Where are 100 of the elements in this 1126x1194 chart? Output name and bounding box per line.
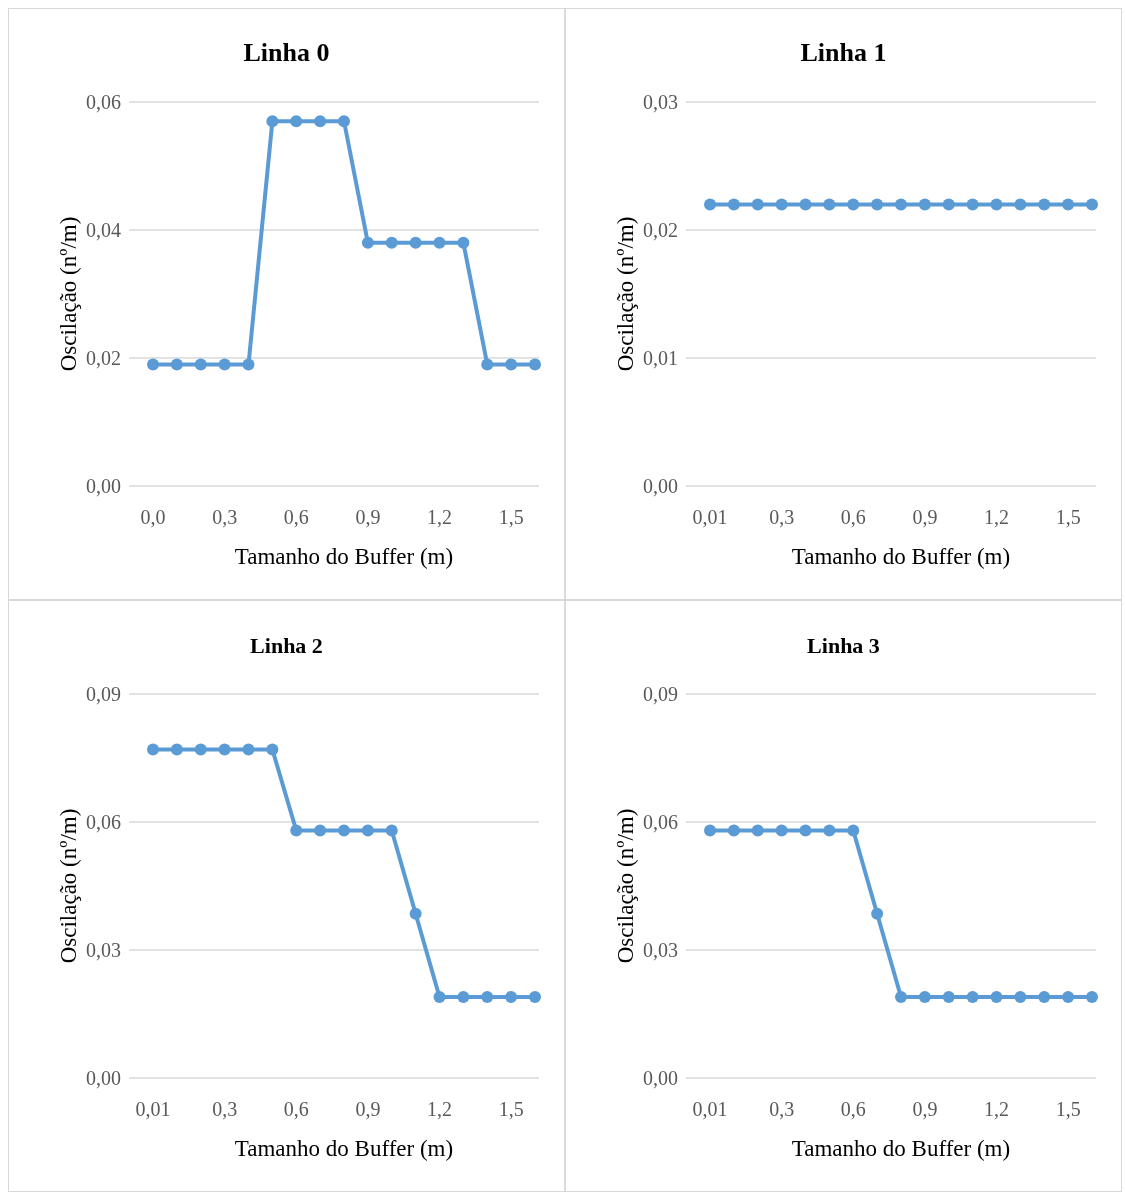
point — [290, 115, 303, 128]
point — [433, 236, 446, 249]
point — [218, 743, 231, 756]
chart-title: Linha 0 — [243, 38, 330, 67]
point — [385, 236, 398, 249]
x-tick-label: 1,5 — [1055, 1098, 1081, 1120]
x-tick-label: 0,9 — [355, 506, 381, 528]
y-tick-label: 0,00 — [86, 1067, 121, 1089]
y-axis-title: Oscilação (nº/m) — [613, 216, 638, 372]
point — [1062, 990, 1075, 1003]
x-axis-title: Tamanho do Buffer (m) — [791, 544, 1011, 569]
point — [170, 743, 183, 756]
point — [266, 115, 279, 128]
point — [170, 358, 183, 371]
point — [751, 824, 764, 837]
point — [338, 115, 350, 128]
x-tick-label: 0,01 — [692, 506, 728, 528]
x-tick-label: 1,2 — [427, 1098, 452, 1120]
x-tick-label: 1,5 — [1055, 506, 1081, 528]
x-tick-label: 0,9 — [912, 506, 938, 528]
x-tick-label: 1,2 — [984, 506, 1009, 528]
point — [409, 907, 422, 920]
point — [704, 824, 716, 837]
x-tick-label: 0,3 — [212, 506, 238, 528]
y-axis-title: Oscilação (nº/m) — [56, 216, 81, 372]
point — [823, 824, 836, 837]
y-tick-label: 0,09 — [86, 683, 121, 705]
point — [361, 236, 374, 249]
chart-title: Linha 1 — [800, 38, 887, 67]
point — [1038, 990, 1051, 1003]
x-tick-label: 0,9 — [912, 1098, 938, 1120]
x-tick-label: 0,6 — [283, 1098, 309, 1120]
x-axis-title: Tamanho do Buffer (m) — [234, 1136, 454, 1161]
x-axis-title: Tamanho do Buffer (m) — [234, 544, 454, 569]
y-tick-label: 0,01 — [643, 347, 678, 369]
point — [314, 115, 327, 128]
point — [433, 990, 446, 1003]
y-tick-label: 0,02 — [86, 347, 121, 369]
point — [147, 358, 159, 371]
x-tick-label: 0,3 — [769, 1098, 795, 1120]
point — [147, 743, 159, 756]
point — [990, 990, 1003, 1003]
point — [871, 907, 884, 920]
point — [1014, 990, 1027, 1003]
x-tick-label: 0,6 — [840, 1098, 866, 1120]
chart-title: Linha 3 — [807, 633, 880, 658]
x-tick-label: 0,01 — [692, 1098, 728, 1120]
point — [314, 824, 327, 837]
y-tick-label: 0,00 — [86, 475, 121, 497]
y-tick-label: 0,06 — [643, 811, 678, 833]
point — [966, 990, 979, 1003]
chart-title: Linha 2 — [250, 633, 323, 658]
point — [1086, 990, 1098, 1003]
y-tick-label: 0,06 — [86, 811, 121, 833]
point — [942, 990, 955, 1003]
y-tick-label: 0,06 — [86, 91, 121, 113]
point — [505, 358, 518, 371]
point — [727, 824, 740, 837]
point — [242, 743, 255, 756]
x-tick-label: 1,2 — [427, 506, 452, 528]
x-tick-label: 0,3 — [212, 1098, 238, 1120]
y-tick-label: 0,00 — [643, 1067, 678, 1089]
y-tick-label: 0,03 — [643, 939, 678, 961]
point — [457, 990, 470, 1003]
point — [895, 990, 907, 1003]
point — [218, 358, 231, 371]
point — [385, 824, 398, 837]
point — [847, 824, 860, 837]
y-tick-label: 0,04 — [86, 219, 121, 241]
point — [290, 824, 303, 837]
point — [799, 824, 812, 837]
y-tick-label: 0,02 — [643, 219, 678, 241]
point — [266, 743, 279, 756]
x-tick-label: 0,9 — [355, 1098, 381, 1120]
x-tick-label: 0,6 — [283, 506, 309, 528]
x-tick-label: 1,5 — [498, 506, 524, 528]
point — [481, 358, 494, 371]
y-tick-label: 0,09 — [643, 683, 678, 705]
point — [457, 236, 470, 249]
point — [481, 990, 494, 1003]
point — [918, 990, 931, 1003]
x-tick-label: 0,3 — [769, 506, 795, 528]
point — [338, 824, 350, 837]
x-tick-label: 0,01 — [135, 1098, 171, 1120]
point — [505, 990, 518, 1003]
point — [529, 990, 541, 1003]
point — [194, 743, 207, 756]
x-tick-label: 1,5 — [498, 1098, 524, 1120]
point — [361, 824, 374, 837]
point — [529, 358, 541, 371]
point — [194, 358, 207, 371]
y-tick-label: 0,00 — [643, 475, 678, 497]
x-tick-label: 0,0 — [140, 506, 166, 528]
y-tick-label: 0,03 — [643, 91, 678, 113]
point — [242, 358, 255, 371]
y-axis-title: Oscilação (nº/m) — [613, 808, 638, 964]
x-tick-label: 1,2 — [984, 1098, 1009, 1120]
x-tick-label: 0,6 — [840, 506, 866, 528]
y-tick-label: 0,03 — [86, 939, 121, 961]
x-axis-title: Tamanho do Buffer (m) — [791, 1136, 1011, 1161]
